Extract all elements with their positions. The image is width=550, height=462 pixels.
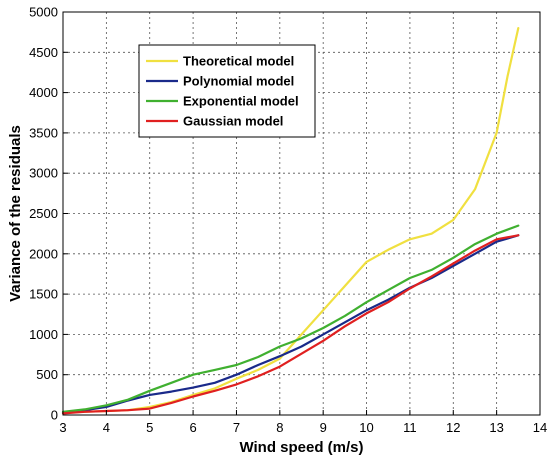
legend: Theoretical model Polynomial model Exponen… [138,44,316,138]
y-tick-label: 4000 [29,85,58,100]
x-tick-label: 9 [320,420,327,435]
y-tick-label: 3000 [29,166,58,181]
series-group [61,27,520,415]
x-tick-label: 13 [489,420,503,435]
x-axis-ticks: 3 4 5 6 7 8 9 10 11 12 13 14 [59,410,547,435]
legend-label-exponential-model: Exponential model [183,94,299,109]
x-tick-label: 6 [189,420,196,435]
y-tick-label: 3500 [29,125,58,140]
y-tick-label: 500 [36,367,58,382]
x-axis-title: Wind speed (m/s) [239,439,363,456]
x-tick-label: 12 [446,420,460,435]
grid-lines [63,12,540,415]
series-line-gaussian-model [61,234,520,415]
legend-label-polynomial-model: Polynomial model [183,74,294,89]
legend-label-theoretical-model: Theoretical model [183,54,294,69]
series-line-exponential-model [61,224,520,413]
y-axis-title: Variance of the residuals [7,125,24,302]
y-tick-label: 2000 [29,246,58,261]
y-tick-label: 2500 [29,206,58,221]
x-tick-label: 4 [103,420,110,435]
x-tick-label: 5 [146,420,153,435]
x-tick-label: 7 [233,420,240,435]
y-axis-ticks: 0 500 1000 1500 2000 2500 3000 3500 4000 4500 5000 [29,5,68,423]
y-tick-label: 5000 [29,5,58,20]
legend-label-gaussian-model: Gaussian model [183,114,283,129]
y-tick-label: 4500 [29,45,58,60]
x-tick-label: 8 [276,420,283,435]
y-tick-label: 1500 [29,287,58,302]
y-tick-label: 1000 [29,327,58,342]
x-tick-label: 11 [403,420,417,435]
series-line-theoretical-model [61,27,520,414]
x-tick-label: 10 [359,420,373,435]
x-tick-label: 14 [533,420,547,435]
y-tick-label: 0 [51,408,58,423]
series-line-polynomial-model [61,234,520,414]
x-tick-label: 3 [59,420,66,435]
